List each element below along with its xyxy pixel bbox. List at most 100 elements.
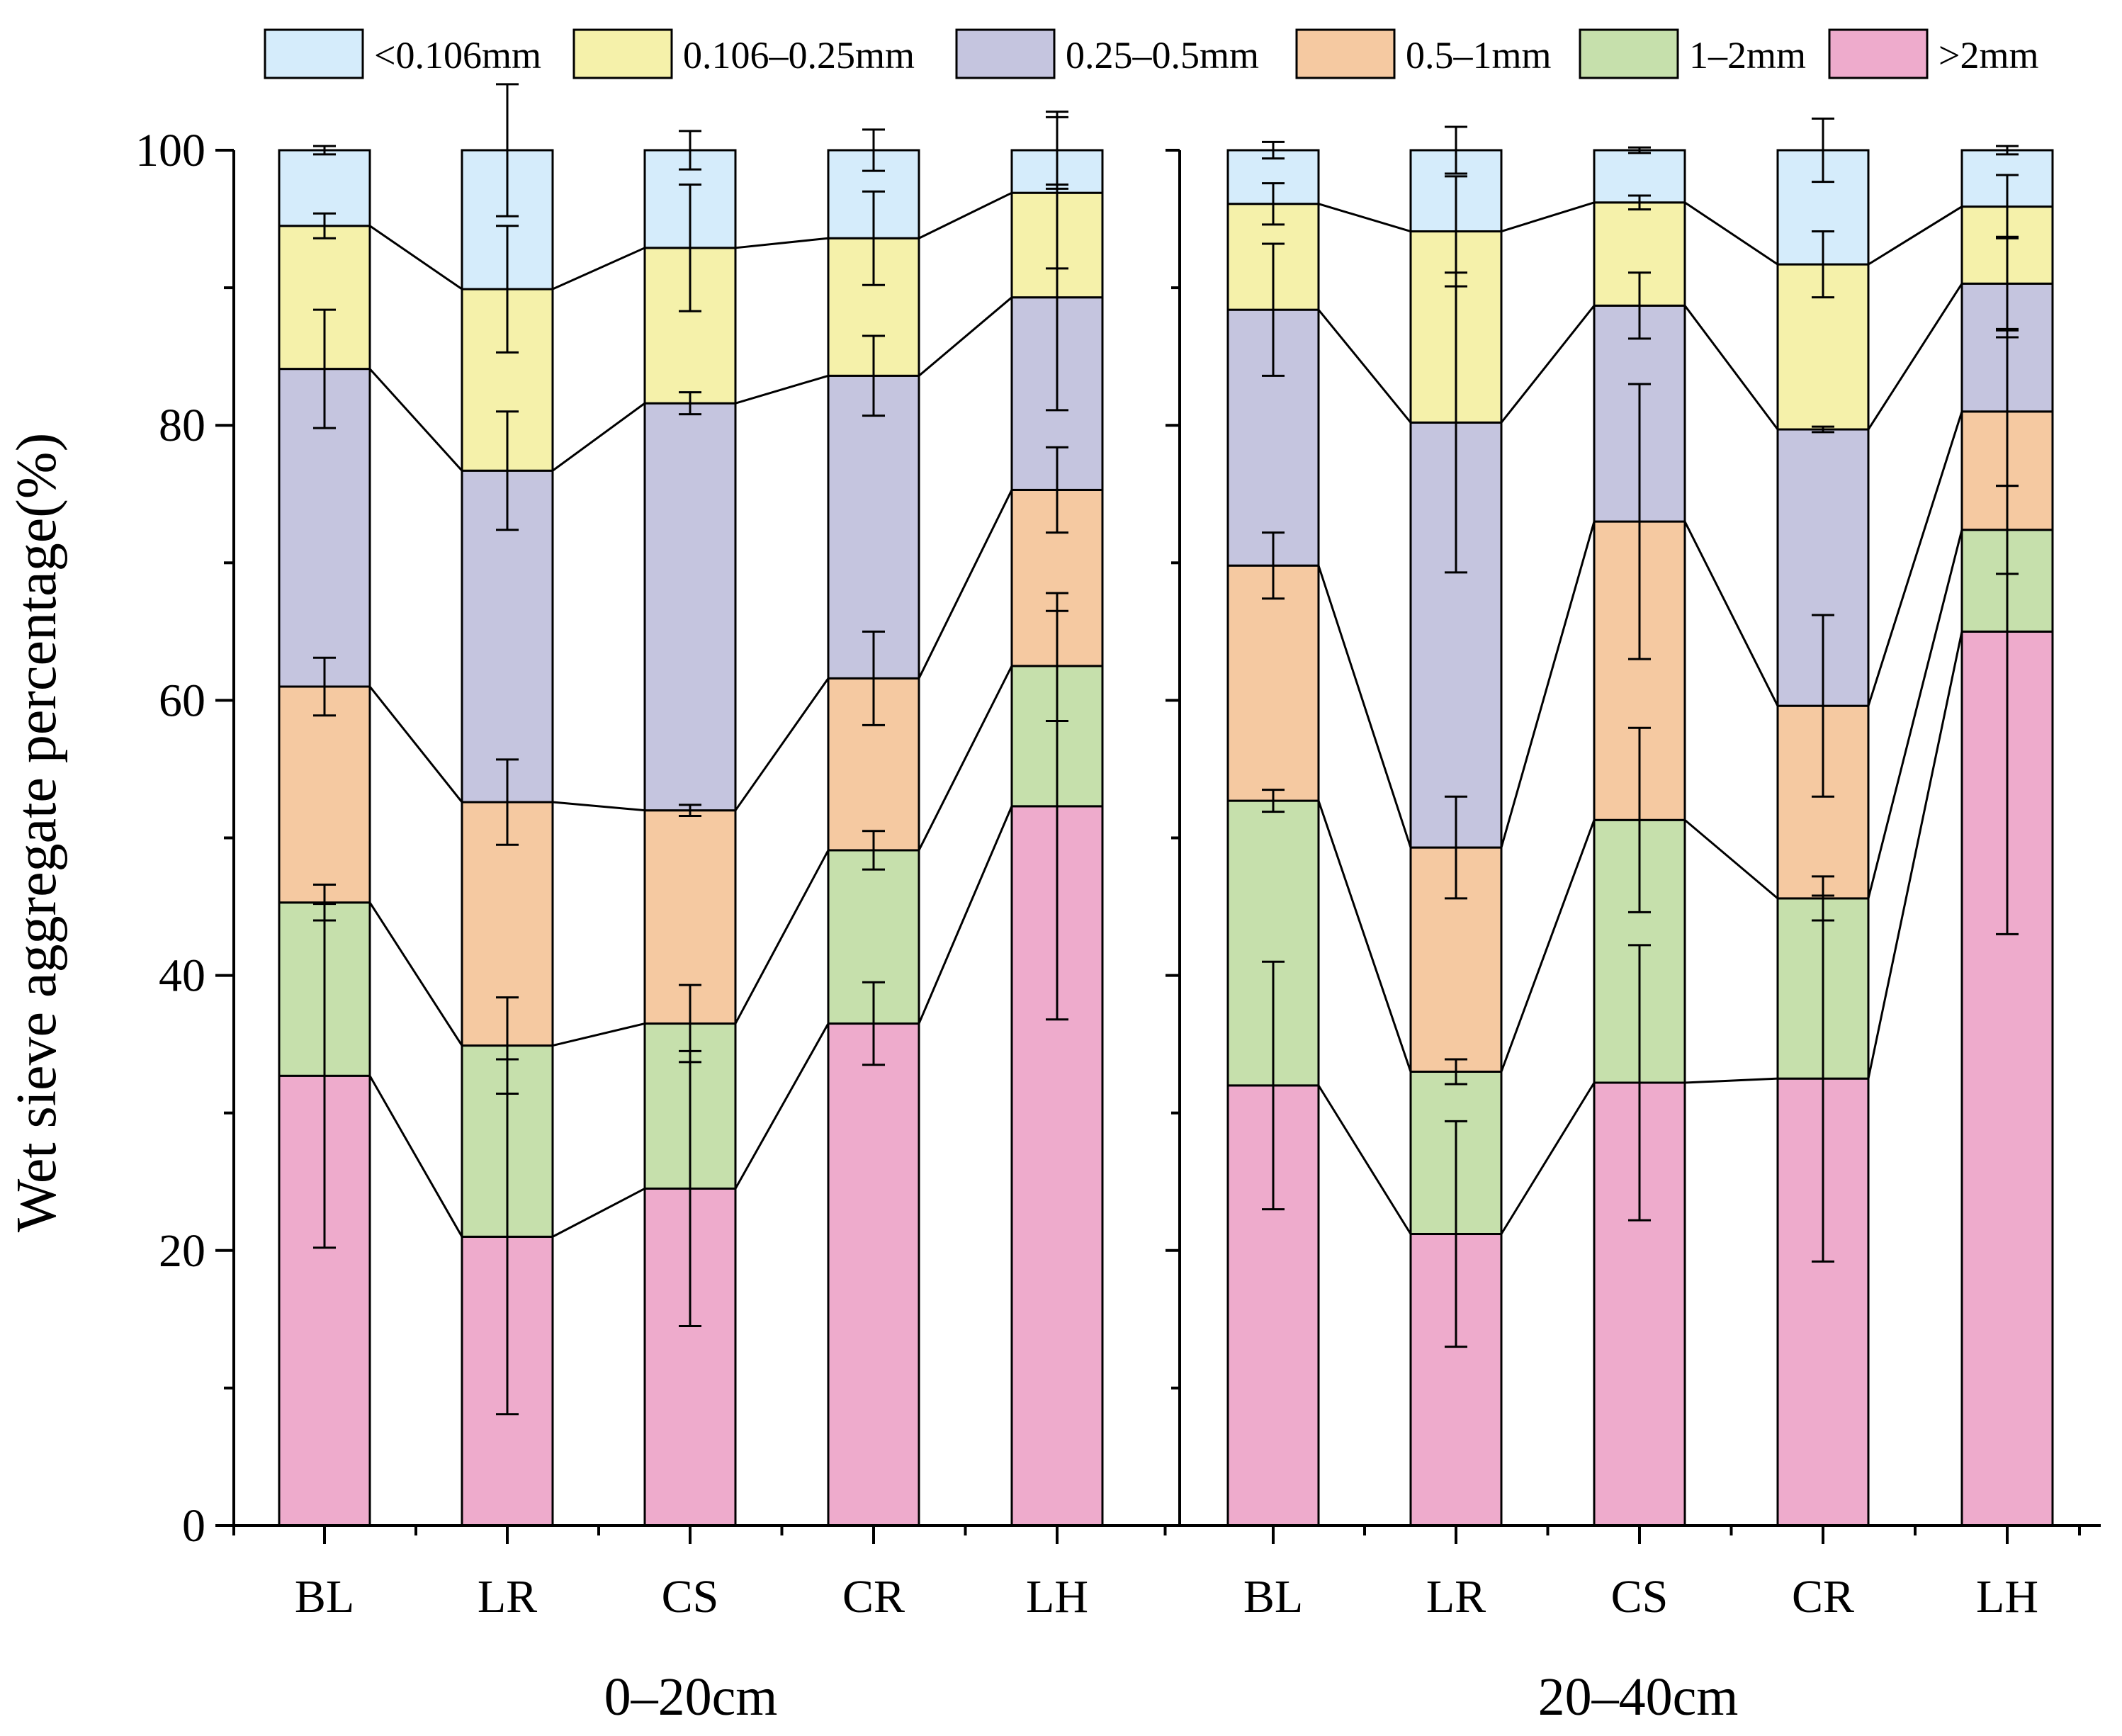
category-label-20-40cm-LR: LR [1426,1571,1486,1623]
error-bar-0-20cm-CR-gt-2mm [862,981,885,1066]
error-bar-0-20cm-CR-lt-0p106mm [862,128,885,172]
axes: BL LR CS CR LH 0–20cm BL LR CS CR LH 20–40cm 0 20 40 60… [135,125,2101,1727]
bar-0-20cm-CR-0p25-0p5mm [827,374,920,680]
connector-20-40cm-0p25-0p5mm [1317,283,1963,430]
group-label-0-20cm: 0–20cm [604,1667,778,1727]
error-bar-20-40cm-CR-0p5-1mm [1812,614,1834,798]
error-bar-0-20cm-LH-0p5-1mm [1046,446,1068,534]
error-bar-20-40cm-LR-lt-0p106mm [1445,125,1467,175]
connector-20-40cm-0p5-1mm [1317,411,1963,848]
y-tick-label-0: 0 [182,1500,205,1552]
error-bar-20-40cm-LR-0p5-1mm [1445,795,1467,900]
legend-swatch-0p106-0p25mm [572,28,673,79]
connector-20-40cm-gt-2mm [1317,631,1963,1235]
error-bar-20-40cm-CS-gt-2mm [1628,944,1651,1222]
connector-lines [368,191,1963,1238]
error-bar-0-20cm-LR-0p5-1mm [496,758,519,846]
category-label-0-20cm-BL: BL [295,1571,354,1623]
y-tick-label-40: 40 [159,950,205,1002]
category-label-20-40cm-CR: CR [1792,1571,1854,1623]
error-bar-0-20cm-BL-lt-0p106mm [313,145,336,156]
y-axis-label: Wet sieve aggregate percentage(%) [6,433,68,1232]
legend-label-1-2mm: 1–2mm [1689,34,1806,77]
error-bar-20-40cm-LR-gt-2mm [1445,1120,1467,1348]
error-bar-20-40cm-LH-lt-0p106mm [1996,145,2019,156]
category-label-0-20cm-CR: CR [842,1571,905,1623]
connector-0-20cm-0p25-0p5mm [368,296,1012,472]
error-bar-0-20cm-LR-0p106-0p25mm [496,225,519,354]
group-label-20-40cm: 20–40cm [1538,1667,1739,1727]
legend: <0.106mm 0.106–0.25mm 0.25–0.5mm 0.5–1mm 1–2… [264,28,2038,79]
error-bar-20-40cm-BL-lt-0p106mm [1262,140,1285,160]
category-label-0-20cm-CS: CS [662,1571,719,1623]
error-bar-0-20cm-CR-1-2mm [862,830,885,871]
error-bar-0-20cm-LR-0p25-0p5mm [496,410,519,531]
error-bar-0-20cm-CS-lt-0p106mm [679,130,701,171]
error-bar-0-20cm-CS-0p5-1mm [679,804,701,817]
legend-label-lt-0p106mm: <0.106mm [374,34,541,77]
connector-0-20cm-gt-2mm [368,806,1013,1238]
legend-swatch-0p25-0p5mm [955,28,1056,79]
error-bar-20-40cm-LR-1-2mm [1445,1058,1467,1086]
y-tick-label-80: 80 [159,400,205,451]
error-bar-0-20cm-LR-1-2mm [496,996,519,1095]
category-label-0-20cm-LR: LR [478,1571,537,1623]
legend-swatch-lt-0p106mm [264,28,364,79]
error-bar-20-40cm-BL-1-2mm [1262,789,1285,813]
connector-0-20cm-1-2mm [368,665,1013,1047]
error-bar-0-20cm-CS-0p106-0p25mm [679,184,701,312]
error-bar-20-40cm-BL-gt-2mm [1262,960,1285,1211]
error-bar-20-40cm-CS-0p106-0p25mm [1628,194,1651,210]
error-bar-0-20cm-BL-1-2mm [313,883,336,922]
error-bar-20-40cm-CS-lt-0p106mm [1628,146,1651,154]
legend-swatch-0p5-1mm [1295,28,1396,79]
error-bar-20-40cm-BL-0p25-0p5mm [1262,242,1285,377]
error-bar-20-40cm-BL-0p5-1mm [1262,531,1285,600]
connector-20-40cm-0p106-0p25mm [1318,201,1963,266]
error-bar-20-40cm-CS-0p25-0p5mm [1628,271,1651,340]
bar-20-40cm-BL-0p5-1mm [1226,564,1320,802]
error-bar-20-40cm-LH-0p5-1mm [1996,336,2019,487]
category-label-20-40cm-LH: LH [1976,1571,2038,1623]
error-bar-20-40cm-CS-0p5-1mm [1628,383,1651,660]
error-bar-0-20cm-CR-0p5-1mm [862,630,885,726]
error-bar-20-40cm-CR-0p25-0p5mm [1812,425,1834,434]
error-bar-0-20cm-CR-0p25-0p5mm [862,334,885,417]
category-label-0-20cm-LH: LH [1026,1571,1088,1623]
legend-label-gt-2mm: >2mm [1938,34,2038,77]
legend-label-0p5-1mm: 0.5–1mm [1406,34,1552,77]
error-bar-20-40cm-CR-lt-0p106mm [1812,117,1834,184]
bar-0-20cm-BL-0p5-1mm [278,685,371,904]
y-tick-label-100: 100 [135,125,205,176]
legend-swatch-gt-2mm [1828,28,1929,79]
connector-0-20cm-0p5-1mm [368,489,1013,812]
error-bar-0-20cm-CR-0p106-0p25mm [862,190,885,286]
error-bar-0-20cm-LH-lt-0p106mm [1046,111,1068,190]
connector-0-20cm-0p106-0p25mm [369,191,1012,291]
error-bar-20-40cm-LR-0p106-0p25mm [1445,175,1467,288]
connector-20-40cm-1-2mm [1317,529,1963,1072]
y-tick-label-60: 60 [159,675,205,726]
error-bar-0-20cm-BL-0p5-1mm [313,656,336,717]
error-bar-20-40cm-CR-0p106-0p25mm [1812,230,1834,299]
error-bar-20-40cm-CS-1-2mm [1628,726,1651,913]
plot-bars [278,149,2054,1527]
error-bar-0-20cm-LR-lt-0p106mm [496,83,519,218]
bar-0-20cm-CR-gt-2mm [827,1022,920,1527]
bar-0-20cm-CS-0p25-0p5mm [643,402,737,812]
y-tick-label-20: 20 [159,1225,205,1277]
legend-swatch-1-2mm [1579,28,1679,79]
error-bars [313,83,2019,1416]
error-bar-0-20cm-BL-0p106-0p25mm [313,212,336,239]
legend-label-0p25-0p5mm: 0.25–0.5mm [1066,34,1259,77]
category-label-20-40cm-BL: BL [1243,1571,1303,1623]
category-label-20-40cm-CS: CS [1611,1571,1669,1623]
error-bar-0-20cm-LH-1-2mm [1046,609,1068,723]
error-bar-20-40cm-BL-0p106-0p25mm [1262,182,1285,226]
error-bar-0-20cm-CS-0p25-0p5mm [679,391,701,416]
error-bar-0-20cm-BL-0p25-0p5mm [313,308,336,429]
legend-label-0p106-0p25mm: 0.106–0.25mm [683,34,915,77]
error-bar-20-40cm-LH-0p106-0p25mm [1996,174,2019,239]
error-bar-0-20cm-CS-1-2mm [679,983,701,1064]
